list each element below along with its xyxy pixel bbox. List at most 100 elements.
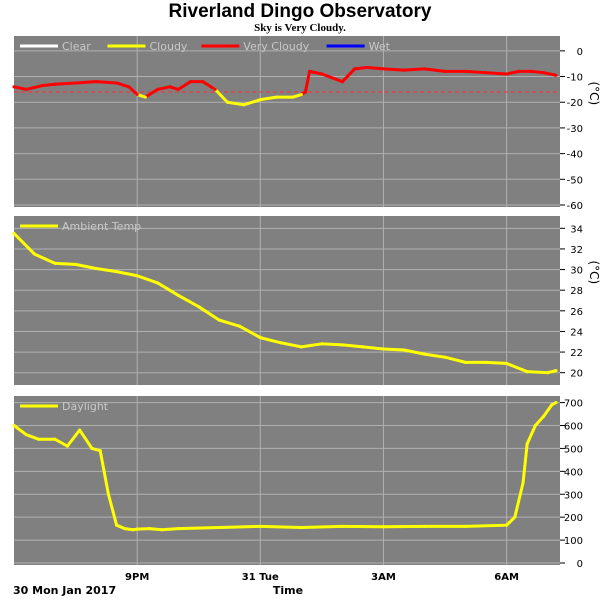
panel-background	[14, 36, 560, 207]
series-line-ambient	[12, 231, 37, 256]
data-point	[303, 90, 307, 94]
series-line-sky	[41, 82, 57, 88]
data-point	[143, 95, 147, 99]
series-line-sky	[505, 69, 521, 76]
data-point	[217, 318, 221, 322]
series-line-ambient	[156, 281, 180, 297]
series-line-sky	[24, 84, 45, 91]
data-point	[517, 69, 521, 73]
data-point	[550, 403, 554, 407]
series-line-ambient	[115, 270, 139, 278]
data-point	[533, 424, 537, 427]
series-line-sky	[12, 85, 28, 91]
data-point	[24, 87, 28, 91]
data-point	[135, 527, 139, 531]
data-point	[131, 528, 135, 532]
data-point	[94, 80, 98, 84]
data-point	[160, 528, 164, 532]
y-tick-label: 30	[570, 266, 583, 277]
series-line-ambient	[361, 345, 385, 351]
series-line-daylight	[542, 403, 554, 418]
y-tick-label: 20	[570, 369, 583, 380]
data-point	[554, 369, 558, 373]
series-line-ambient	[299, 342, 324, 349]
data-point	[291, 95, 295, 99]
data-point	[505, 361, 509, 365]
series-line-daylight	[24, 433, 41, 441]
y-tick-label: 24	[570, 327, 583, 338]
series-line-sky	[303, 69, 312, 94]
series-line-sky	[340, 67, 357, 84]
series-line-ambient	[423, 352, 447, 359]
data-point	[525, 370, 529, 374]
y-tick-label: 600	[564, 422, 583, 433]
series-line-ambient	[258, 336, 283, 345]
series-line-daylight	[299, 524, 344, 529]
data-point	[381, 67, 385, 71]
series-line-sky	[381, 67, 406, 72]
series-line-sky	[529, 69, 546, 75]
y-tick-label: 200	[564, 513, 583, 524]
data-point	[90, 446, 94, 450]
series-line-daylight	[78, 428, 94, 450]
data-point	[258, 524, 262, 528]
sky-status: Sky is Very Cloudy.	[254, 22, 346, 34]
series-line-ambient	[217, 318, 242, 328]
series-line-ambient	[74, 262, 98, 271]
series-line-ambient	[279, 341, 303, 349]
y-tick-label: 28	[570, 286, 583, 297]
y-tick-label: -10	[567, 73, 583, 84]
data-point	[542, 71, 546, 75]
data-point	[33, 252, 37, 256]
data-point	[505, 72, 509, 76]
data-point	[176, 293, 180, 297]
y-tick-label: -50	[567, 175, 583, 186]
data-point	[147, 527, 151, 531]
y-tick-label: 300	[564, 490, 583, 501]
series-line-daylight	[53, 437, 69, 448]
y-tick-label: -30	[567, 124, 583, 135]
panel-daylight: 700 600 500 400 300 200 100 0 Daylight	[12, 396, 583, 570]
panel-background	[14, 216, 560, 385]
series-line-sky	[213, 87, 229, 104]
series-line-sky	[320, 72, 344, 84]
series-line-sky	[242, 98, 262, 107]
y-tick-label: 700	[564, 399, 583, 410]
data-point	[135, 274, 139, 278]
series-line-ambient	[402, 348, 427, 356]
data-point	[443, 355, 447, 359]
data-point	[213, 87, 217, 91]
data-point	[78, 428, 82, 432]
y-axis-label: (°C)	[587, 261, 600, 285]
series-line-daylight	[147, 527, 164, 532]
data-point	[74, 262, 78, 266]
data-point	[546, 371, 550, 375]
data-point	[402, 348, 406, 352]
series-line-ambient	[340, 343, 365, 349]
series-line-sky	[402, 67, 427, 72]
data-point	[217, 525, 221, 529]
data-point	[115, 270, 119, 274]
y-tick-label: 500	[564, 444, 583, 455]
data-point	[381, 525, 385, 529]
data-point	[53, 261, 57, 265]
data-point	[365, 66, 369, 70]
data-point	[279, 341, 283, 345]
data-point	[156, 281, 160, 285]
series-line-ambient	[443, 355, 468, 364]
data-point	[554, 401, 558, 405]
data-point	[361, 345, 365, 349]
series-line-sky	[53, 81, 78, 86]
data-point	[423, 524, 427, 528]
data-point	[168, 85, 172, 89]
y-axis-label: (°C)	[587, 82, 600, 106]
data-point	[94, 267, 98, 271]
x-start-label: 30 Mon Jan 2017	[13, 584, 116, 597]
series-line-sky	[353, 66, 369, 71]
legend-label: Clear	[62, 40, 91, 53]
series-line-daylight	[521, 442, 529, 485]
data-point	[156, 87, 160, 91]
data-point	[320, 342, 324, 346]
series-line-ambient	[135, 274, 160, 285]
series-line-sky	[423, 67, 447, 73]
